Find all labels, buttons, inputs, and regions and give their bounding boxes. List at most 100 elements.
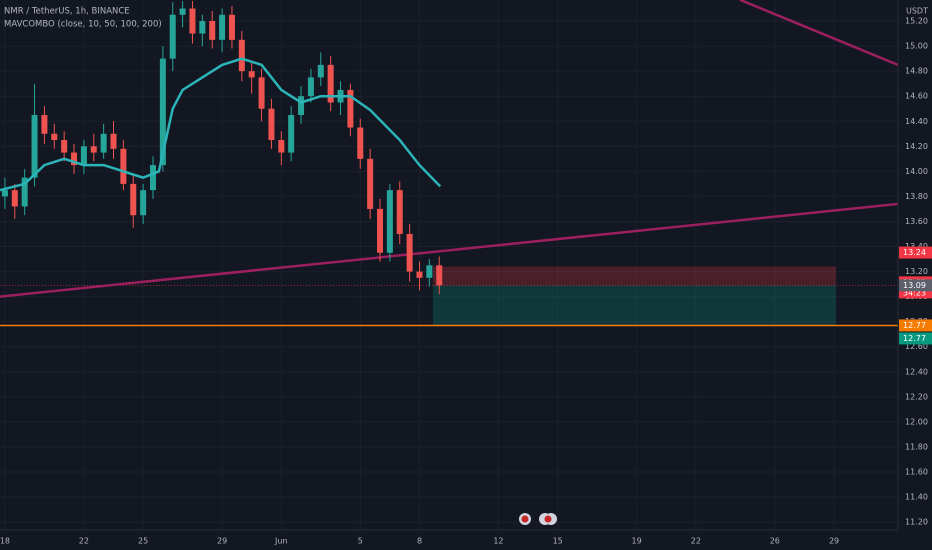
y-tick-label: 15.20	[905, 17, 928, 26]
candle-body	[80, 146, 87, 166]
candle-body	[90, 146, 97, 153]
candle-body	[258, 77, 265, 109]
candle-body	[367, 158, 374, 209]
x-tick-label: 29	[217, 537, 227, 546]
y-tick-label: 12.60	[905, 342, 928, 351]
candle-body	[406, 233, 413, 272]
candle-body	[278, 140, 285, 153]
candle-body	[327, 64, 334, 103]
candle-body	[110, 133, 117, 149]
candle-body	[396, 190, 403, 234]
candle-body	[228, 14, 235, 40]
candle-body	[71, 152, 78, 166]
y-tick-label: 11.80	[905, 442, 928, 451]
candle-body	[219, 14, 226, 40]
moving-average	[0, 57, 442, 192]
x-tick-label: 15	[553, 537, 563, 546]
y-tick-label: 13.20	[905, 267, 928, 276]
candle-body	[140, 190, 147, 216]
x-tick-label: 26	[770, 537, 780, 546]
candle-body	[386, 190, 393, 253]
price-label-box	[899, 332, 932, 345]
y-tick-label: 12.40	[905, 367, 928, 376]
candle-body	[317, 64, 324, 78]
plot	[0, 0, 899, 327]
y-tick-label: 14.00	[905, 167, 928, 176]
candle-body	[248, 71, 255, 78]
price-label: 13.09	[903, 281, 926, 290]
candle-body	[21, 177, 28, 207]
y-tick-label: 12.20	[905, 392, 928, 401]
event-icon	[521, 515, 529, 523]
candle-body	[189, 8, 196, 34]
y-tick-label: 13.40	[905, 242, 928, 251]
y-tick-label: 11.60	[905, 468, 928, 477]
price-label: 13.24	[903, 248, 926, 257]
event-icons	[519, 513, 557, 525]
target-zone	[432, 285, 837, 326]
price-label-box	[899, 319, 932, 332]
price-label: 12.77	[903, 321, 926, 330]
x-tick-label: 18	[0, 537, 10, 546]
candle-body	[307, 77, 314, 97]
x-tick-label: 12	[493, 537, 503, 546]
candle-body	[298, 96, 305, 115]
candle-body	[238, 39, 245, 72]
y-tick-label: 12.00	[905, 417, 928, 426]
grid	[0, 0, 898, 530]
candle-body	[31, 114, 38, 178]
axis: 11.20 11.40 11.60 11.80 12.00 12.20 12.40 12.60…	[0, 17, 932, 546]
candle-body	[436, 265, 443, 286]
x-tick-label: 29	[829, 537, 839, 546]
countdown: 34:23	[903, 288, 926, 297]
x-tick-label: 5	[358, 537, 363, 546]
candle-body	[169, 14, 176, 59]
candle-body	[426, 265, 433, 278]
chart-title: NMR / TetherUS, 1h, BINANCE	[4, 7, 130, 17]
y-tick-label: 14.60	[905, 92, 928, 101]
candle-body	[416, 271, 423, 278]
candle-body	[51, 133, 58, 141]
event-icon	[544, 515, 552, 523]
candle-body	[357, 127, 364, 159]
price-label: 12.77	[903, 334, 926, 343]
candle-body	[377, 208, 384, 253]
candle-body	[159, 58, 166, 166]
candle-body	[11, 190, 18, 207]
candle-body	[268, 108, 275, 141]
countdown-box	[899, 287, 932, 299]
candle-body	[1, 190, 8, 197]
price-label-box	[899, 246, 932, 259]
y-tick-label: 14.20	[905, 142, 928, 151]
y-tick-label: 15.00	[905, 42, 928, 51]
candle-body	[61, 140, 68, 153]
x-tick-label: 22	[79, 537, 89, 546]
x-tick-label: Jun	[274, 537, 288, 546]
x-tick-label: 19	[632, 537, 642, 546]
y-tick-label: 11.40	[905, 493, 928, 502]
x-tick-label: 8	[417, 537, 422, 546]
candle-body	[199, 21, 206, 34]
x-tick-label: 22	[691, 537, 701, 546]
x-tick-label: 25	[138, 537, 148, 546]
trendline	[0, 202, 899, 298]
candle-body	[179, 8, 186, 15]
candle-body	[209, 21, 216, 40]
candle-body	[100, 133, 107, 153]
indicator-label[interactable]: MAVCOMBO (close, 10, 50, 100, 200)	[4, 20, 162, 30]
y-tick-label: 11.20	[905, 518, 928, 527]
trendline	[739, 0, 899, 67]
candle-body	[149, 165, 156, 191]
currency-label: USDT	[906, 7, 928, 16]
stop-zone	[432, 266, 837, 286]
candle-body	[41, 114, 48, 134]
y-tick-label: 13.80	[905, 192, 928, 201]
y-tick-label: 14.40	[905, 117, 928, 126]
candle-body	[130, 183, 137, 216]
y-tick-label: 14.80	[905, 67, 928, 76]
candle-body	[347, 89, 354, 128]
candle-body	[120, 148, 127, 184]
candle-body	[288, 114, 295, 153]
